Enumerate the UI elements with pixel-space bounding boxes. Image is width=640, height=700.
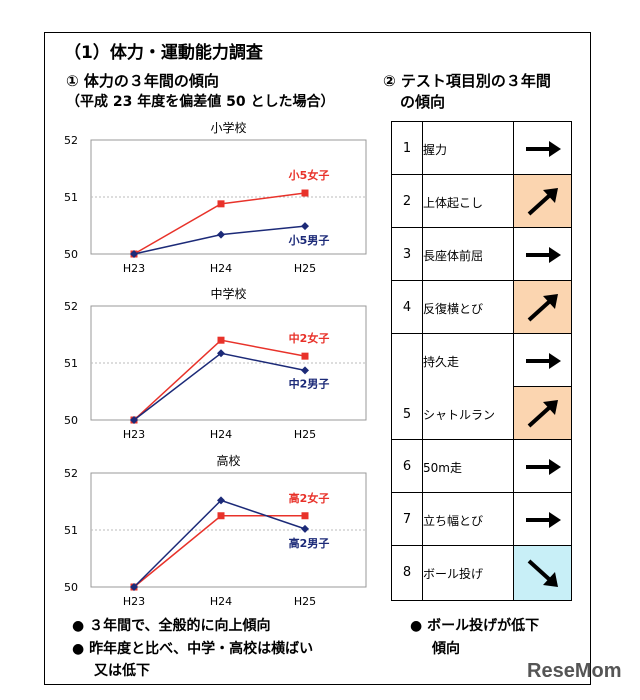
trend-flat-arrow-icon	[513, 440, 571, 492]
data-point	[301, 222, 309, 231]
row-number: 1	[402, 140, 412, 156]
data-point	[301, 189, 309, 197]
row-label: 握力	[423, 142, 448, 157]
table-row: 8 ボール投げ	[392, 546, 571, 600]
section2-heading-cont: の傾向	[400, 93, 446, 111]
data-point	[130, 250, 138, 258]
row-number: 2	[402, 193, 412, 209]
data-point	[130, 583, 138, 591]
chart-title: 高校	[216, 453, 240, 468]
trend-down-arrow-icon	[513, 546, 571, 600]
bullet-right-1: ● ボール投げが低下	[410, 618, 540, 634]
row-number: 4	[402, 299, 412, 315]
trend-up-arrow-icon	[513, 387, 571, 439]
x-tick-label: H25	[294, 428, 316, 441]
y-tick-label: 51	[64, 191, 78, 204]
table-row: 3 長座体前屈	[392, 228, 571, 281]
series-label: 中2女子	[289, 331, 330, 345]
row-label: 立ち幅とび	[423, 513, 484, 528]
data-point	[301, 524, 309, 533]
x-tick-label: H23	[123, 262, 145, 275]
data-point	[217, 512, 225, 520]
chart-title: 中学校	[210, 286, 246, 301]
data-point	[217, 200, 225, 208]
y-tick-label: 50	[64, 414, 78, 427]
bullet-text: ボール投げが低下	[427, 618, 540, 634]
data-point	[217, 230, 225, 239]
x-tick-label: H25	[294, 595, 316, 608]
bullet-right-1-cont: 傾向	[432, 641, 460, 657]
y-tick-label: 52	[64, 134, 78, 147]
table-row: 7 立ち幅とび	[392, 493, 571, 546]
section2-heading: ② テスト項目別の３年間	[383, 72, 551, 90]
trend-flat-arrow-icon	[513, 122, 571, 174]
series-label: 小5男子	[288, 233, 330, 247]
bullet-text: ３年間で、全般的に向上傾向	[89, 618, 271, 634]
trend-up-arrow-icon	[513, 175, 571, 227]
trend-flat-arrow-icon	[513, 493, 571, 545]
x-tick-label: H24	[210, 595, 232, 608]
row-label: 長座体前屈	[423, 248, 484, 263]
row-label: 50m走	[423, 460, 462, 475]
row-number: 6	[402, 458, 412, 474]
trend-flat-arrow-icon	[513, 334, 571, 387]
content-frame	[44, 32, 591, 685]
row-number: 5	[402, 407, 412, 422]
x-tick-label: H24	[210, 262, 232, 275]
y-tick-label: 50	[64, 581, 78, 594]
bullet-left-2-cont: 又は低下	[94, 663, 150, 679]
section1-subheading: （平成 23 年度を偏差値 50 とした場合）	[66, 94, 335, 110]
x-tick-label: H23	[123, 428, 145, 441]
data-point	[301, 352, 309, 360]
x-tick-label: H25	[294, 262, 316, 275]
row-label: 持久走	[423, 354, 460, 369]
row-number: 7	[402, 511, 412, 527]
bullet-text: 昨年度と比べ、中学・高校は横ばい	[89, 641, 314, 657]
y-tick-label: 51	[64, 357, 78, 370]
table-row: 5 持久走	[392, 334, 571, 422]
series-label: 高2男子	[289, 536, 330, 550]
data-point	[301, 366, 309, 375]
y-tick-label: 52	[64, 467, 78, 480]
series-label: 高2女子	[289, 491, 330, 505]
row-label: ボール投げ	[423, 567, 484, 581]
data-point	[217, 349, 225, 358]
x-tick-label: H24	[210, 428, 232, 441]
table-row: 6 50m走	[392, 440, 571, 493]
y-tick-label: 50	[64, 248, 78, 261]
row-number: 3	[402, 246, 412, 262]
trend-up-arrow-icon	[513, 281, 571, 333]
data-point	[217, 496, 225, 505]
bullet-left-1: ● ３年間で、全般的に向上傾向	[72, 618, 271, 634]
row-label: 反復横とび	[423, 301, 484, 316]
section1-heading: ① 体力の３年間の傾向	[66, 72, 219, 90]
x-tick-label: H23	[123, 595, 145, 608]
table-divider	[422, 122, 423, 600]
data-point	[217, 336, 225, 344]
table-row: 1 握力	[392, 122, 571, 175]
row-number: 8	[402, 565, 412, 580]
y-tick-label: 52	[64, 300, 78, 313]
y-tick-label: 51	[64, 524, 78, 537]
table-row: シャトルラン	[392, 387, 571, 440]
row-label: 上体起こし	[423, 195, 484, 210]
resemom-logo: ReseMom	[527, 660, 622, 682]
row-label: シャトルラン	[423, 407, 496, 422]
data-point	[301, 512, 309, 520]
trend-table: 1 握力 2 上体起こし 3 長座体前屈 4 反復横とび 5 持久走シャトルラン 6 50m走 7 立ち幅…	[391, 121, 572, 601]
bullet-left-2: ● 昨年度と比べ、中学・高校は横ばい	[72, 641, 314, 657]
trend-flat-arrow-icon	[513, 228, 571, 280]
series-label: 小5女子	[288, 168, 330, 182]
series-label: 中2男子	[289, 376, 330, 390]
table-row: 2 上体起こし	[392, 175, 571, 228]
data-point	[130, 416, 138, 424]
table-row: 4 反復横とび	[392, 281, 571, 334]
page-title: （1）体力・運動能力調査	[64, 43, 263, 63]
chart-title: 小学校	[210, 120, 246, 135]
